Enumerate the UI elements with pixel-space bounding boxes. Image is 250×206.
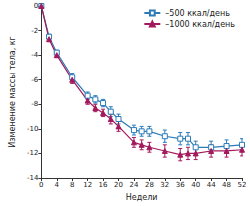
svg-text:Изменение массы тела, кг: Изменение массы тела, кг [8,36,17,148]
svg-text:20: 20 [114,181,123,189]
svg-text:4: 4 [55,181,60,189]
svg-text:48: 48 [222,181,231,189]
svg-text:8: 8 [70,181,74,189]
svg-text:-4: -4 [31,51,39,59]
svg-text:52: 52 [238,181,247,189]
svg-text:24: 24 [129,181,138,189]
svg-text:16: 16 [99,181,108,189]
svg-text:32: 32 [160,181,169,189]
svg-text:-2: -2 [31,27,38,35]
svg-text:-6: -6 [31,76,39,84]
svg-text:36: 36 [176,181,185,189]
svg-text:-10: -10 [27,125,38,133]
svg-text:0: 0 [34,2,38,10]
svg-text:–500 ккал/день: –500 ккал/день [165,9,230,18]
svg-text:–1000 ккал/день: –1000 ккал/день [165,20,235,29]
svg-text:Недели: Недели [126,193,158,202]
svg-text:28: 28 [145,181,154,189]
svg-text:-8: -8 [31,100,38,108]
svg-text:40: 40 [191,181,200,189]
svg-text:44: 44 [207,181,216,189]
svg-text:0: 0 [39,181,43,189]
svg-text:-12: -12 [27,149,38,157]
svg-text:12: 12 [83,181,92,189]
svg-text:-14: -14 [27,174,39,182]
